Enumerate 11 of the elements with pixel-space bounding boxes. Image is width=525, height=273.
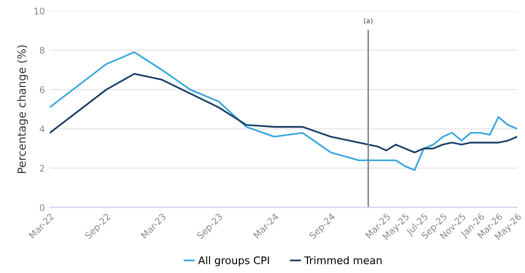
- legend-label: All groups CPI: [198, 256, 269, 266]
- y-tick-label: 8: [40, 46, 44, 54]
- y-tick-label: 4: [40, 126, 45, 132]
- y-tick-label: 10: [34, 8, 44, 14]
- line-series: [50, 72, 518, 154]
- y-tick-label: 6: [40, 86, 44, 94]
- legend-label: Trimmed mean: [304, 256, 382, 264]
- y-tick-label: 2: [40, 164, 44, 172]
- y-axis-title: Percentage change (%): [17, 45, 28, 173]
- line-series: [50, 51, 518, 171]
- y-tick-label: 0: [40, 204, 44, 212]
